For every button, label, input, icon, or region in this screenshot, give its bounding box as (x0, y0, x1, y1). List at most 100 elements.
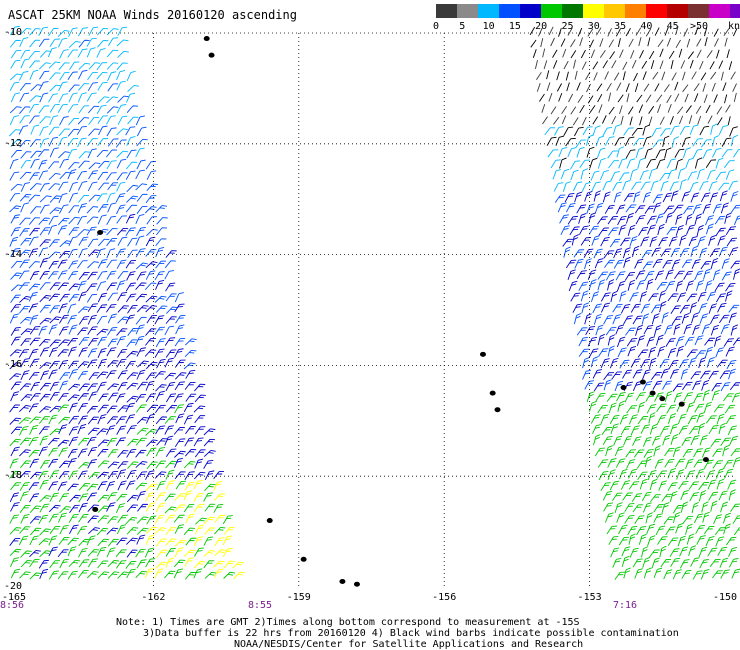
wind-barb (597, 271, 609, 280)
wind-barb (76, 125, 87, 135)
wind-barb (19, 228, 30, 237)
wind-barb (615, 324, 625, 335)
wind-barb (593, 190, 601, 202)
wind-barb (691, 502, 699, 514)
wind-barb (49, 282, 61, 291)
wind-barb (87, 303, 98, 313)
wind-barb (632, 369, 643, 379)
wind-barb (106, 347, 117, 357)
wind-barb (699, 434, 708, 446)
wind-barb (606, 525, 617, 535)
wind-barb (39, 406, 51, 414)
wind-barb (570, 292, 581, 302)
wind-barb (649, 549, 660, 558)
wind-barb (135, 214, 145, 224)
wind-barb (627, 346, 637, 357)
wind-barb (711, 148, 722, 158)
wind-barb (78, 383, 90, 392)
wind-barb (48, 251, 61, 259)
wind-barb (29, 458, 40, 469)
wind-barb (127, 461, 139, 469)
wind-barb (77, 215, 87, 226)
wind-barb (698, 482, 709, 491)
wind-barb (592, 369, 603, 379)
wind-barb (233, 571, 245, 580)
wind-barb (9, 193, 20, 202)
wind-barb (184, 557, 194, 567)
wind-barb (48, 414, 58, 425)
wind-barb (154, 271, 165, 281)
wind-barb (86, 206, 99, 214)
wind-barb (49, 115, 59, 126)
wind-barb (666, 37, 672, 47)
wind-barb (700, 192, 711, 203)
wind-barb (68, 216, 80, 225)
wind-barb (68, 283, 80, 291)
wind-barb (609, 238, 621, 248)
wind-barb (613, 435, 623, 446)
wind-barb (620, 303, 631, 314)
wind-barb (646, 336, 656, 347)
wind-barb (593, 434, 601, 446)
wind-barb (106, 62, 119, 70)
legend-tick-label: 5 (459, 21, 466, 32)
wind-barb (29, 39, 41, 48)
wind-barb (667, 293, 679, 302)
wind-barb (680, 501, 689, 513)
wind-barb (659, 545, 667, 558)
wind-barb (136, 226, 146, 237)
wind-barb (725, 283, 736, 292)
wind-barb (173, 514, 185, 523)
wind-barb (567, 147, 577, 158)
wind-barb (40, 459, 50, 469)
wind-barb (145, 502, 156, 512)
wind-barb (135, 248, 146, 258)
wind-barb (602, 490, 613, 501)
wind-barb (728, 312, 737, 324)
wind-barb (19, 504, 31, 513)
wind-barb (647, 37, 651, 47)
wind-barb (87, 549, 100, 557)
wind-barb (136, 205, 148, 214)
wind-barb (610, 290, 618, 303)
wind-barb (39, 304, 51, 313)
wind-barb (720, 501, 729, 513)
wind-barb (693, 83, 700, 91)
wind-barb (672, 446, 681, 458)
wind-barb (125, 126, 136, 136)
wind-barb (154, 315, 165, 325)
legend-tick-label: >50 (689, 21, 709, 32)
wind-barb (732, 515, 740, 524)
wind-barb (97, 204, 109, 213)
wind-barb (651, 372, 662, 380)
wind-barb (728, 61, 733, 71)
wind-barb (77, 470, 88, 480)
wind-barb (136, 138, 148, 147)
wind-barb (136, 534, 146, 545)
wind-barb (630, 303, 641, 313)
wind-barb (164, 506, 177, 514)
wind-barb (577, 94, 584, 103)
wind-barb (57, 225, 68, 235)
wind-barb (9, 417, 22, 425)
wind-barb (156, 358, 166, 369)
wind-barb (10, 149, 22, 158)
wind-barb (98, 125, 108, 136)
wind-barb (589, 39, 594, 48)
longitude-label: -159 (286, 592, 311, 603)
wind-barb (155, 538, 167, 547)
wind-barb (578, 281, 589, 291)
wind-barb (608, 536, 619, 545)
wind-barb (107, 392, 119, 402)
wind-barb (570, 106, 577, 115)
wind-barb (546, 70, 550, 80)
wind-barb (633, 191, 641, 203)
wind-barb (145, 393, 157, 403)
wind-barb (597, 333, 605, 346)
wind-barb (675, 213, 683, 225)
wind-barb (68, 236, 78, 246)
wind-barb (154, 295, 167, 303)
wind-barb (603, 315, 613, 325)
wind-barb (650, 180, 659, 192)
wind-barb (682, 515, 694, 524)
